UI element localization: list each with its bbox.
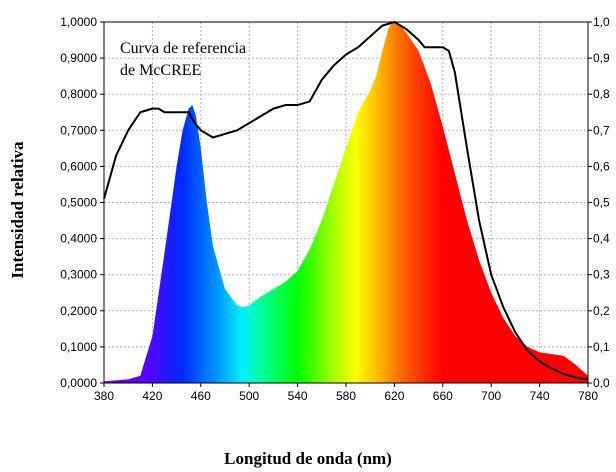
x-tick-label: 580 xyxy=(336,389,356,403)
mccree-reference-line xyxy=(103,21,589,381)
legend-annotation: Curva de referencia de McCREE xyxy=(120,40,246,79)
y-tick-label-left: 0,8000 xyxy=(60,87,97,101)
y-tick-label-right: 0,1 xyxy=(593,340,610,354)
y-tick-label-right: 0,3 xyxy=(593,268,610,282)
x-axis-ticks: 380 420 460 500 540 580 620 660 700 740 780 xyxy=(94,383,598,403)
y-tick-label-left: 0,3000 xyxy=(60,268,97,282)
x-tick-label: 740 xyxy=(530,389,550,403)
y-tick-label-right: 0,8 xyxy=(593,87,610,101)
y-axis-title: Intensidad relativa xyxy=(8,141,27,279)
mccree-line-layer xyxy=(103,21,589,381)
x-tick-label: 420 xyxy=(142,389,162,403)
spectrum-area xyxy=(104,22,588,383)
x-axis-title: Longitud de onda (nm) xyxy=(224,449,392,468)
x-tick-label: 700 xyxy=(481,389,501,403)
annotation-line-2: de McCREE xyxy=(120,62,201,79)
x-tick-label: 620 xyxy=(384,389,404,403)
y-tick-label-left: 0,6000 xyxy=(60,159,97,173)
y-tick-label-left: 0,7000 xyxy=(60,123,97,137)
y-axis-left-ticks: 0,0000 0,1000 0,2000 0,3000 0,4000 0,5000 0,60… xyxy=(60,15,104,390)
y-tick-label-left: 0,0000 xyxy=(60,376,97,390)
x-tick-label: 780 xyxy=(578,389,598,403)
y-tick-label-right: 0,4 xyxy=(593,232,610,246)
x-tick-label: 380 xyxy=(94,389,114,403)
y-tick-label-right: 0,5 xyxy=(593,196,610,210)
x-tick-label: 660 xyxy=(433,389,453,403)
y-tick-label-right: 1,0 xyxy=(593,15,610,29)
x-tick-label: 540 xyxy=(288,389,308,403)
x-tick-label: 500 xyxy=(239,389,259,403)
y-tick-label-left: 0,5000 xyxy=(60,196,97,210)
annotation-line-1: Curva de referencia xyxy=(120,40,246,57)
y-tick-label-left: 0,1000 xyxy=(60,340,97,354)
y-tick-label-right: 0,7 xyxy=(593,123,610,137)
y-tick-label-left: 0,2000 xyxy=(60,304,97,318)
x-tick-label: 460 xyxy=(191,389,211,403)
spectrum-area-layer xyxy=(104,22,588,383)
y-tick-label-right: 0,6 xyxy=(593,159,610,173)
y-tick-label-right: 0,9 xyxy=(593,51,610,65)
y-tick-label-left: 0,9000 xyxy=(60,51,97,65)
y-tick-label-left: 0,4000 xyxy=(60,232,97,246)
y-axis-right-ticks: 0,0 0,1 0,2 0,3 0,4 0,5 0,6 0,7 0,8 0,9 1,0 xyxy=(588,15,610,390)
y-tick-label-right: 0,2 xyxy=(593,304,610,318)
y-tick-label-right: 0,0 xyxy=(593,376,610,390)
y-tick-label-left: 1,0000 xyxy=(60,15,97,29)
